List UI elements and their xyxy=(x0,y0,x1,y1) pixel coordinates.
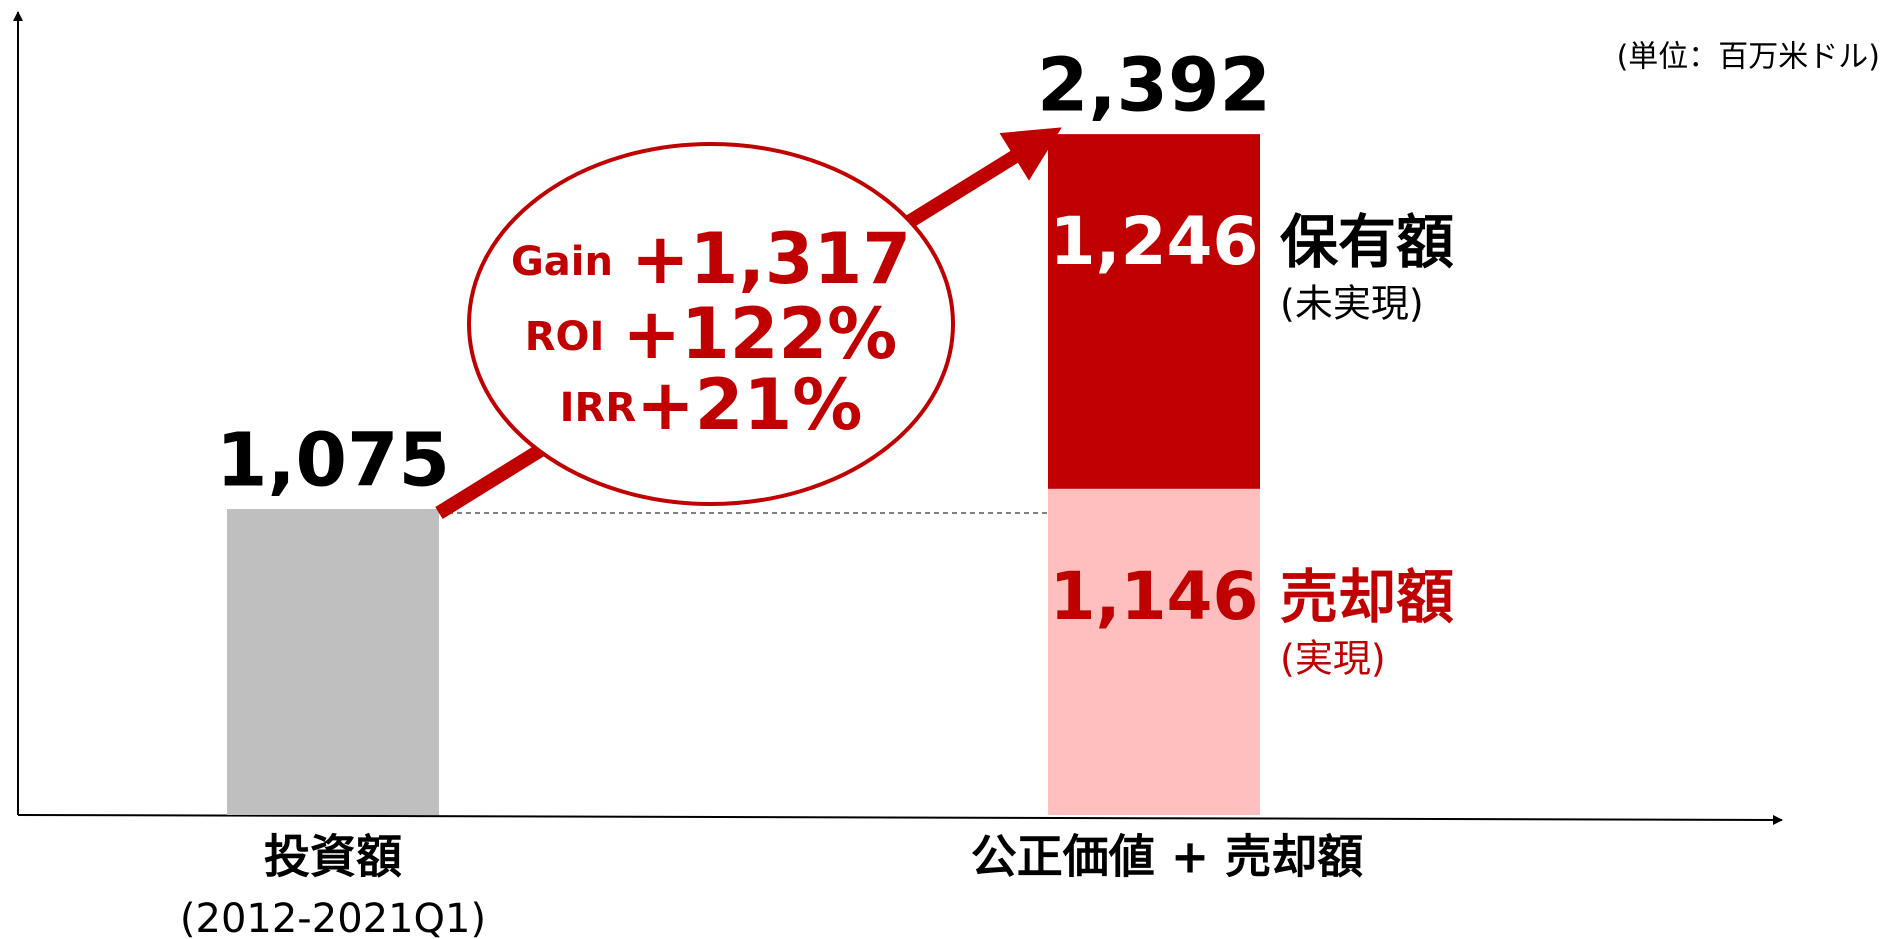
annotation: IRR+21% xyxy=(560,364,863,446)
series-note: (実現) xyxy=(1280,636,1386,680)
annotation-value: +122% xyxy=(622,293,897,375)
x-tick-label: 投資額 xyxy=(264,830,402,884)
annotation: ROI +122% xyxy=(525,293,898,375)
x-tick-sublabel: (2012-2021Q1) xyxy=(180,896,486,939)
callout-bubble xyxy=(467,142,955,506)
series-name: 売却額 xyxy=(1280,563,1454,631)
annotation-label: ROI xyxy=(525,314,605,360)
total-label: 2,392 xyxy=(1037,43,1271,129)
annotation-value: +21% xyxy=(636,364,862,446)
unit-label: (単位：百万米ドル) xyxy=(1617,40,1880,75)
x-axis xyxy=(17,814,1783,825)
x-tick-label: 公正価値 + 売却額 xyxy=(971,830,1364,884)
bar-segment xyxy=(227,509,439,815)
series-name: 保有額 xyxy=(1280,208,1454,276)
segment-label: 1,146 xyxy=(1050,558,1259,635)
total-label: 1,075 xyxy=(216,418,450,504)
annotation-label: Gain xyxy=(511,239,613,285)
bar-segment xyxy=(1048,488,1260,815)
annotation: Gain +1,317 xyxy=(511,218,911,300)
annotation-label: IRR xyxy=(560,385,636,431)
series-note: (未実現) xyxy=(1280,282,1424,326)
segment-label: 1,246 xyxy=(1050,203,1259,280)
annotation-value: +1,317 xyxy=(631,218,911,300)
bar-segment xyxy=(1048,134,1260,489)
